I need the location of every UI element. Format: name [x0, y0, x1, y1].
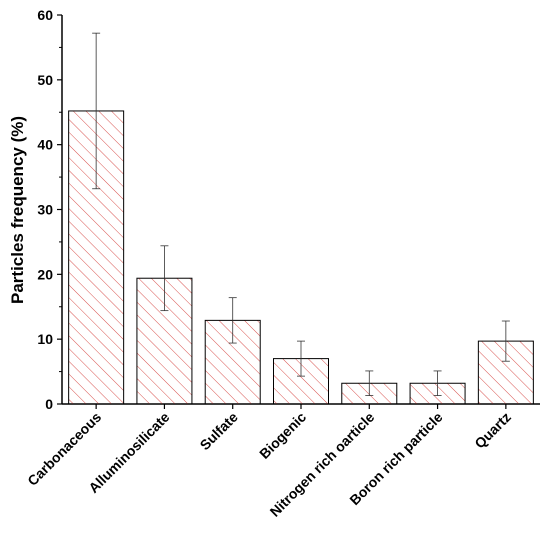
x-tick-label: Biogenic — [256, 409, 309, 462]
x-tick-label: Sulfate — [197, 409, 241, 453]
y-tick-label: 50 — [37, 72, 53, 88]
y-tick-label: 40 — [37, 137, 53, 153]
y-axis-title: Particles frequency (%) — [8, 116, 27, 304]
y-tick-label: 10 — [37, 331, 53, 347]
y-tick-label: 0 — [45, 396, 53, 412]
x-tick-label: Quartz — [471, 409, 514, 452]
plot-area: 0102030405060CarbonaceousAlluminosilicat… — [24, 7, 540, 520]
y-tick-label: 60 — [37, 7, 53, 23]
y-tick-label: 20 — [37, 266, 53, 282]
y-tick-label: 30 — [37, 202, 53, 218]
